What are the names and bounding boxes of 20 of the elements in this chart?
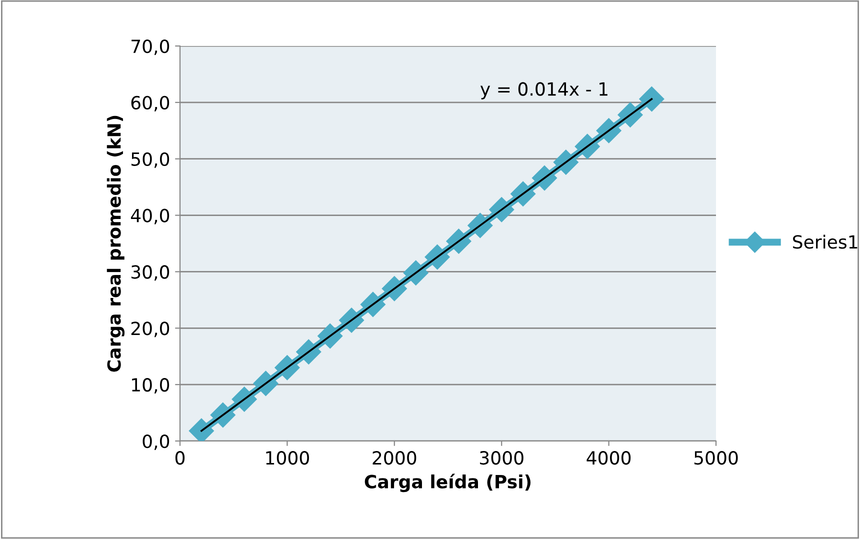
y-axis-title: Carga real promedio (kN) [106, 116, 125, 372]
point [188, 418, 214, 441]
y-tick-label: 30,0 [131, 265, 170, 281]
x-tick-label: 5000 [694, 451, 738, 465]
x-tick-label: 0 [175, 451, 185, 465]
y-tick-label: 20,0 [131, 322, 170, 338]
x-axis-title: Carga leída (Psi) [364, 474, 530, 492]
x-tick-label: 1000 [266, 451, 309, 465]
y-tick-label: 50,0 [131, 152, 170, 168]
x-tick-label: 3000 [480, 451, 524, 465]
y-tick-label: 70,0 [132, 39, 170, 55]
legend-label: Series1 [793, 234, 858, 249]
x-tick-label: 2000 [372, 451, 416, 465]
annotation: y = 0.014x - 1 [480, 82, 608, 100]
point [639, 86, 664, 112]
x-tick-label: 4000 [586, 451, 631, 465]
y-tick-label: 0,0 [142, 434, 170, 450]
y-tick-label: 60,0 [131, 96, 170, 112]
y-tick-label: 10,0 [132, 378, 170, 394]
y-tick-label: 40,0 [130, 208, 170, 224]
